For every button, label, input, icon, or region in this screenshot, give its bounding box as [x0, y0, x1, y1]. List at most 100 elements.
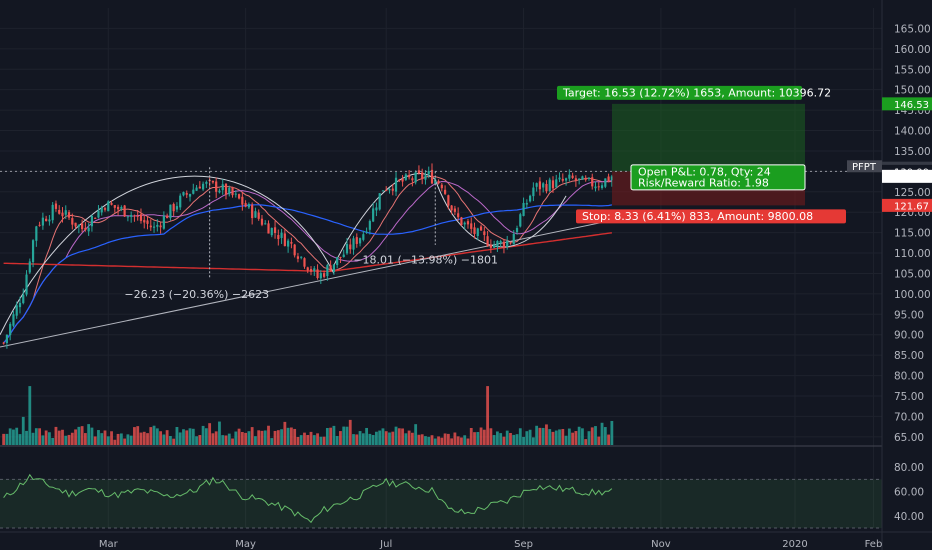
candle-body[interactable]: [391, 188, 394, 191]
candle-body[interactable]: [192, 189, 195, 194]
candle-body[interactable]: [493, 245, 496, 248]
candle-body[interactable]: [496, 241, 499, 247]
candle-body[interactable]: [103, 208, 107, 210]
candle-body[interactable]: [574, 178, 577, 181]
candle-body[interactable]: [139, 214, 143, 221]
candle-body[interactable]: [404, 174, 407, 180]
candle-body[interactable]: [116, 206, 120, 210]
candle-body[interactable]: [198, 186, 201, 189]
candle-body[interactable]: [532, 187, 535, 197]
candle-body[interactable]: [411, 178, 414, 181]
candle-body[interactable]: [535, 183, 538, 187]
candle-body[interactable]: [251, 204, 254, 219]
candle-body[interactable]: [123, 205, 126, 217]
candle-body[interactable]: [339, 256, 342, 258]
candle-body[interactable]: [417, 170, 421, 174]
candle-body[interactable]: [94, 217, 97, 219]
candle-body[interactable]: [440, 184, 443, 189]
candle-body[interactable]: [424, 175, 427, 180]
candle-body[interactable]: [287, 240, 290, 247]
candle-body[interactable]: [450, 205, 453, 211]
candle-body[interactable]: [365, 231, 368, 233]
candle-body[interactable]: [215, 181, 218, 192]
candle-body[interactable]: [9, 324, 12, 336]
candle-body[interactable]: [260, 218, 264, 225]
candle-body[interactable]: [159, 225, 162, 228]
profit-zone[interactable]: [612, 103, 805, 172]
candle-body[interactable]: [22, 294, 25, 304]
candle-body[interactable]: [35, 226, 38, 241]
candle-body[interactable]: [313, 268, 316, 272]
candle-body[interactable]: [525, 203, 528, 205]
candle-body[interactable]: [401, 178, 404, 182]
candle-body[interactable]: [437, 180, 440, 184]
candle-body[interactable]: [502, 241, 506, 248]
candle-body[interactable]: [224, 183, 228, 195]
candle-body[interactable]: [368, 221, 371, 230]
candle-body[interactable]: [18, 302, 22, 308]
candle-body[interactable]: [179, 195, 182, 208]
candle-body[interactable]: [355, 237, 358, 244]
candle-body[interactable]: [358, 238, 362, 244]
candle-body[interactable]: [58, 209, 61, 214]
candle-body[interactable]: [463, 222, 466, 225]
candle-body[interactable]: [362, 234, 365, 240]
candle-body[interactable]: [470, 223, 473, 229]
candle-body[interactable]: [394, 177, 398, 192]
candle-body[interactable]: [211, 180, 215, 183]
candle-body[interactable]: [64, 210, 67, 215]
long-position-tool[interactable]: Target: 16.53 (12.72%) 1653, Amount: 103…: [0, 85, 882, 224]
candle-body[interactable]: [479, 226, 483, 231]
candle-body[interactable]: [538, 181, 542, 190]
candle-body[interactable]: [81, 223, 84, 230]
candle-body[interactable]: [143, 220, 146, 223]
candle-body[interactable]: [558, 177, 561, 180]
candle-body[interactable]: [162, 215, 165, 229]
candle-body[interactable]: [584, 178, 587, 180]
candle-body[interactable]: [529, 195, 532, 202]
candle-body[interactable]: [476, 228, 479, 236]
candle-body[interactable]: [277, 235, 280, 240]
candle-body[interactable]: [329, 265, 332, 272]
candle-body[interactable]: [581, 176, 584, 180]
candle-body[interactable]: [31, 240, 35, 263]
candle-body[interactable]: [522, 202, 525, 216]
candle-body[interactable]: [303, 258, 306, 267]
candle-body[interactable]: [385, 190, 388, 192]
candle-body[interactable]: [133, 215, 136, 217]
candle-body[interactable]: [421, 172, 424, 179]
candle-body[interactable]: [12, 314, 15, 326]
candle-body[interactable]: [169, 204, 172, 219]
candle-body[interactable]: [185, 193, 188, 195]
candle-body[interactable]: [136, 215, 139, 217]
candle-body[interactable]: [273, 227, 277, 233]
candle-body[interactable]: [594, 186, 597, 189]
candle-body[interactable]: [195, 187, 198, 191]
candle-body[interactable]: [202, 183, 205, 190]
candle-body[interactable]: [156, 224, 159, 227]
candle-body[interactable]: [306, 267, 309, 271]
candle-body[interactable]: [381, 190, 385, 192]
candle-body[interactable]: [375, 207, 378, 211]
candle-body[interactable]: [443, 189, 447, 194]
candle-body[interactable]: [597, 186, 600, 188]
candle-body[interactable]: [332, 264, 336, 272]
candle-body[interactable]: [460, 217, 463, 226]
candle-body[interactable]: [247, 204, 250, 208]
candle-body[interactable]: [15, 305, 18, 316]
candle-body[interactable]: [349, 244, 352, 250]
candle-body[interactable]: [408, 175, 411, 178]
candle-body[interactable]: [489, 244, 492, 248]
candle-body[interactable]: [587, 177, 591, 179]
candle-body[interactable]: [84, 227, 87, 230]
candle-body[interactable]: [97, 210, 100, 218]
candle-body[interactable]: [427, 171, 430, 175]
candle-body[interactable]: [548, 179, 551, 191]
candle-body[interactable]: [175, 206, 179, 210]
candle-body[interactable]: [342, 254, 345, 258]
candle-body[interactable]: [130, 215, 133, 217]
candle-body[interactable]: [555, 179, 558, 188]
candle-body[interactable]: [578, 178, 581, 180]
time-axis[interactable]: Mar May Jul Sep Nov 2020 Feb: [0, 531, 932, 550]
candle-body[interactable]: [388, 188, 391, 191]
